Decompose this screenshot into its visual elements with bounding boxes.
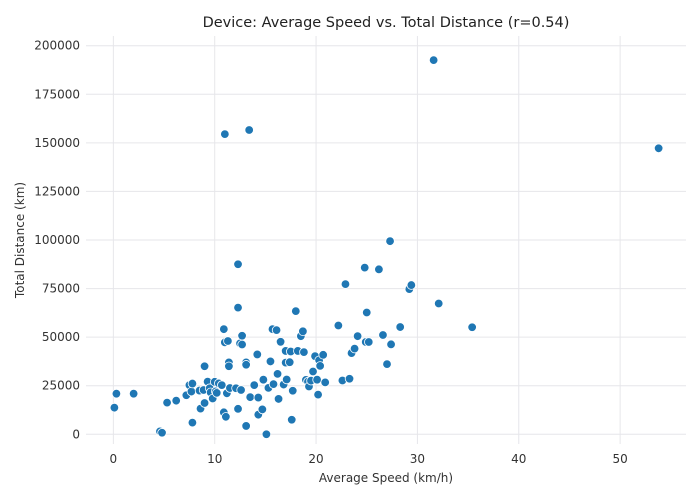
data-point xyxy=(308,366,318,377)
data-point xyxy=(312,374,322,385)
y-tick-label: 50000 xyxy=(42,330,80,344)
data-point xyxy=(261,429,272,439)
x-tick-label: 0 xyxy=(110,452,118,466)
data-point xyxy=(128,388,139,399)
data-point xyxy=(237,331,247,341)
data-point xyxy=(271,325,282,335)
data-point xyxy=(233,302,243,313)
data-point xyxy=(244,125,254,135)
y-tick-label: 150000 xyxy=(34,136,80,150)
data-point xyxy=(406,280,417,290)
data-point xyxy=(162,397,172,408)
data-point xyxy=(253,392,263,403)
data-point xyxy=(313,389,323,400)
data-points xyxy=(109,55,664,439)
data-point xyxy=(288,386,298,396)
data-point xyxy=(241,360,251,370)
data-point xyxy=(265,356,276,367)
data-point xyxy=(221,412,231,422)
data-point xyxy=(344,374,355,384)
data-point xyxy=(157,428,167,438)
data-point xyxy=(374,264,384,275)
data-point xyxy=(428,55,439,65)
data-point xyxy=(268,379,279,389)
y-tick-label: 200000 xyxy=(34,39,80,53)
y-tick-label: 125000 xyxy=(34,184,80,198)
data-point xyxy=(299,347,309,357)
data-point xyxy=(285,357,295,367)
x-tick-label: 40 xyxy=(511,452,526,466)
y-axis-label: Total Distance (km) xyxy=(13,182,27,299)
data-point xyxy=(257,404,268,415)
x-axis-label: Average Speed (km/h) xyxy=(319,471,453,485)
y-tick-labels: 0 25000 50000 75000 100000 125000 150000 175000… xyxy=(34,39,80,442)
data-point xyxy=(217,380,227,390)
data-point xyxy=(275,337,286,347)
data-point xyxy=(653,143,664,153)
data-point xyxy=(281,374,292,385)
data-point xyxy=(360,262,370,273)
data-point xyxy=(362,307,372,318)
data-point xyxy=(212,388,222,398)
data-point xyxy=(385,236,395,246)
data-point xyxy=(291,306,301,316)
y-tick-label: 25000 xyxy=(42,379,80,393)
data-point xyxy=(233,259,243,269)
data-point xyxy=(109,402,120,413)
x-tick-labels: 0 10 20 30 40 50 xyxy=(110,452,628,466)
data-point xyxy=(273,394,284,404)
data-point xyxy=(252,349,262,360)
data-point xyxy=(187,417,198,428)
data-point xyxy=(199,398,210,408)
data-point xyxy=(320,377,330,388)
data-point xyxy=(233,404,243,414)
data-point xyxy=(237,339,247,350)
data-point xyxy=(395,322,405,332)
x-tick-label: 30 xyxy=(410,452,425,466)
data-point xyxy=(258,374,269,385)
data-point xyxy=(340,279,351,289)
data-point xyxy=(382,359,392,369)
data-point xyxy=(349,343,360,354)
data-point xyxy=(224,361,234,371)
x-tick-label: 20 xyxy=(308,452,323,466)
data-point xyxy=(171,395,181,406)
data-point xyxy=(434,298,444,309)
data-point xyxy=(272,369,283,379)
data-point xyxy=(111,388,122,399)
data-point xyxy=(236,385,246,395)
y-tick-label: 75000 xyxy=(42,282,80,296)
data-point xyxy=(315,361,325,371)
data-point xyxy=(223,336,233,346)
y-tick-label: 175000 xyxy=(34,87,80,101)
data-point xyxy=(220,129,230,139)
data-point xyxy=(318,350,328,360)
chart-title: Device: Average Speed vs. Total Distance… xyxy=(203,15,570,31)
data-point xyxy=(287,415,297,425)
data-point xyxy=(199,361,210,371)
data-point xyxy=(187,378,198,389)
data-point xyxy=(333,320,344,331)
data-point xyxy=(249,380,259,390)
data-point xyxy=(378,330,388,340)
data-point xyxy=(298,326,308,337)
data-point xyxy=(364,337,374,347)
y-tick-label: 0 xyxy=(72,427,80,441)
data-point xyxy=(241,421,251,431)
data-point xyxy=(386,339,396,350)
x-tick-label: 10 xyxy=(207,452,222,466)
data-point xyxy=(467,322,477,332)
y-tick-label: 100000 xyxy=(34,233,80,247)
data-point xyxy=(219,324,229,334)
data-point xyxy=(186,386,197,397)
data-point xyxy=(245,392,255,402)
data-point xyxy=(352,331,363,341)
x-tick-label: 50 xyxy=(612,452,627,466)
